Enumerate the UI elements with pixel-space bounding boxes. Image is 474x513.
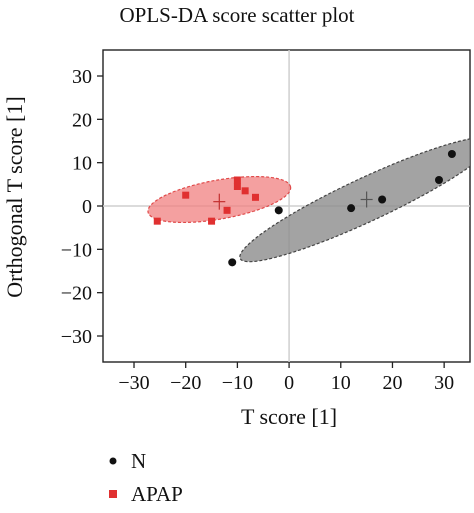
data-point-apap-2 [208,217,216,225]
data-point-apap-0 [153,217,161,225]
y-tick-label: −20 [61,283,92,305]
data-point-n-1 [228,258,237,267]
data-point-n-5 [447,150,456,158]
x-tick-label: 0 [284,372,294,394]
group-center-apap [213,193,226,210]
legend-marker-apap [109,490,117,498]
legend-label-n: N [131,449,146,473]
data-point-n-3 [378,195,387,204]
y-tick-label: 10 [72,153,92,175]
x-tick-label: 20 [382,372,402,394]
x-tick-label: 10 [331,372,351,394]
x-tick-label: −20 [170,372,201,394]
y-tick-label: 30 [72,66,92,88]
data-point-apap-3 [233,183,241,190]
x-tick-label: −30 [118,372,149,394]
group-center-n [360,191,373,208]
x-tick-label: 30 [434,372,454,394]
legend: N APAP [109,449,183,506]
plot-inner [103,50,470,362]
y-tick-label: −30 [61,326,92,348]
data-point-n-4 [434,176,443,184]
data-point-apap-1 [182,191,190,199]
x-tick-label: −10 [222,372,253,394]
y-axis-label: Orthogonal T score [1] [2,96,27,297]
y-tick-label: 20 [72,109,92,131]
chart-title: OPLS-DA score scatter plot [119,3,354,27]
data-point-apap-6 [233,176,241,184]
legend-marker-n [109,457,117,465]
data-point-apap-7 [223,206,231,214]
plot-area: −30 −20 −10 0 10 20 30 −30 −20 −10 0 10 20 30 [61,49,471,394]
data-point-n-2 [347,204,356,213]
legend-label-apap: APAP [131,482,183,506]
data-point-n-0 [274,206,283,215]
x-axis-label: T score [1] [241,404,337,429]
data-point-apap-4 [241,187,249,195]
y-tick-label: −10 [61,239,92,261]
y-tick-label: 0 [82,196,92,218]
data-point-apap-5 [251,193,259,201]
